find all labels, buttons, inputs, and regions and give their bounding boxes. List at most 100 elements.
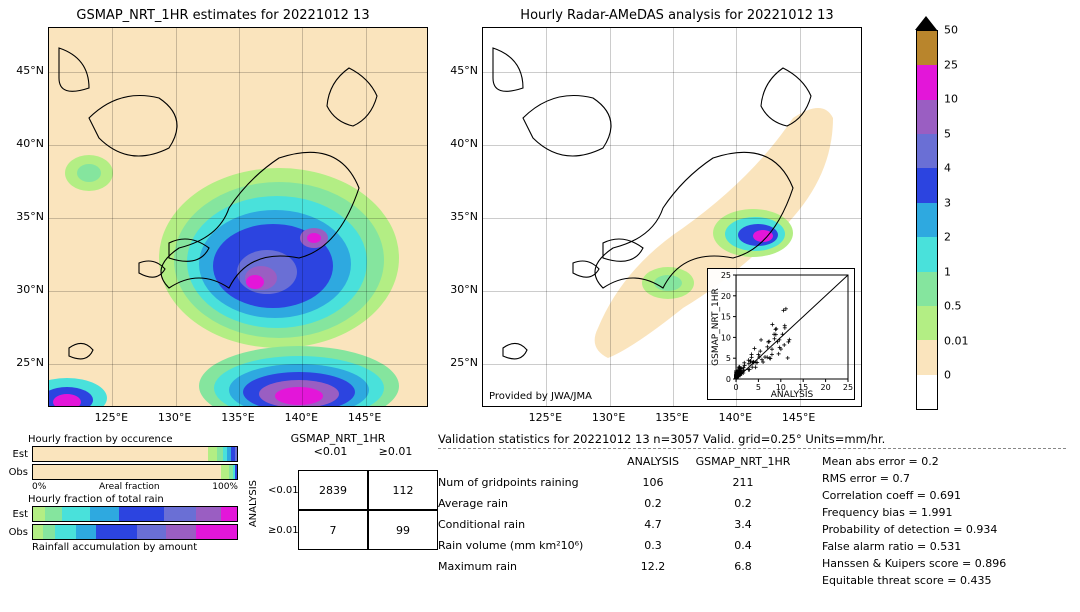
colorbar-tick-label: 0.01 xyxy=(944,334,969,347)
stats-row-label: Average rain xyxy=(438,497,618,510)
stats-row-v1: 4.7 xyxy=(618,518,688,531)
fraction-segment xyxy=(235,447,237,461)
fraction-rain-footer: Rainfall accumulation by amount xyxy=(32,542,238,553)
stats-row-v2: 6.8 xyxy=(688,560,798,573)
fraction-occ-axis: 0% Areal fraction 100% xyxy=(32,482,238,492)
ytick-label: 25°N xyxy=(10,356,44,369)
stats-row-v1: 0.2 xyxy=(618,497,688,510)
ytick-label: 45°N xyxy=(444,64,478,77)
fraction-segment xyxy=(45,507,61,521)
fraction-bar xyxy=(32,464,238,480)
colorbar-tick-label: 0.5 xyxy=(944,300,962,313)
axis-mid: Areal fraction xyxy=(99,482,160,492)
stats-row: Rain volume (mm km²10⁶)0.30.4 xyxy=(438,539,798,552)
ytick-label: 40°N xyxy=(444,137,478,150)
svg-text:5: 5 xyxy=(726,354,731,363)
svg-text:5: 5 xyxy=(756,383,761,392)
fraction-rain-rows: Est Obs xyxy=(8,506,238,540)
colorbar-segment xyxy=(917,203,937,237)
fraction-row: Obs xyxy=(8,524,238,540)
conf-cell-01: 112 xyxy=(368,470,438,510)
svg-text:20: 20 xyxy=(721,292,731,301)
ytick-label: 45°N xyxy=(10,64,44,77)
fraction-segment xyxy=(76,525,96,539)
fraction-panels: Hourly fraction by occurence Est Obs 0% A… xyxy=(8,432,238,554)
gsmap-map-box xyxy=(48,27,428,407)
metric-row: Frequency bias = 1.991 xyxy=(822,506,1006,519)
svg-text:25: 25 xyxy=(843,383,853,392)
stats-row-label: Num of gridpoints raining xyxy=(438,476,618,489)
conf-col-ge: ≥0.01 xyxy=(363,445,428,458)
stats-metrics: Mean abs error = 0.2RMS error = 0.7Corre… xyxy=(822,455,1006,591)
ytick-label: 30°N xyxy=(10,283,44,296)
ytick-label: 40°N xyxy=(10,137,44,150)
radar-map-panel: Hourly Radar-AMeDAS analysis for 2022101… xyxy=(442,8,912,428)
stats-row-label: Rain volume (mm km²10⁶) xyxy=(438,539,618,552)
metric-row: False alarm ratio = 0.531 xyxy=(822,540,1006,553)
colorbar-tick-label: 25 xyxy=(944,58,958,71)
fraction-occ-title: Hourly fraction by occurence xyxy=(28,434,238,445)
confusion-title: GSMAP_NRT_1HR xyxy=(248,432,428,445)
svg-text:10: 10 xyxy=(721,333,731,342)
stats-row-v2: 0.2 xyxy=(688,497,798,510)
conf-col-lt: <0.01 xyxy=(298,445,363,458)
xtick-label: 130°E xyxy=(589,411,629,424)
colorbar-segment xyxy=(917,272,937,306)
colorbar-tick-label: 0 xyxy=(944,369,951,382)
colorbar-tick-label: 4 xyxy=(944,162,951,175)
xtick-label: 125°E xyxy=(525,411,565,424)
fraction-segment xyxy=(221,507,237,521)
conf-cell-00: 2839 xyxy=(298,470,368,510)
scatter-plot: 00551010151520202525 ANALYSIS GSMAP_NRT_… xyxy=(708,269,856,401)
colorbar-tick-label: 10 xyxy=(944,93,958,106)
fraction-bar xyxy=(32,506,238,522)
stats-row-v1: 0.3 xyxy=(618,539,688,552)
gsmap-map-panel: GSMAP_NRT_1HR estimates for 20221012 13 xyxy=(8,8,438,428)
ytick-label: 30°N xyxy=(444,283,478,296)
xtick-label: 130°E xyxy=(155,411,195,424)
colorbar-segment xyxy=(917,340,937,374)
fraction-segment xyxy=(235,465,237,479)
fraction-segment xyxy=(33,465,221,479)
fraction-row: Est xyxy=(8,506,238,522)
stats-row-v1: 106 xyxy=(618,476,688,489)
svg-text:20: 20 xyxy=(821,383,831,392)
stats-table-header: ANALYSIS GSMAP_NRT_1HR xyxy=(438,455,798,468)
fraction-row-label: Obs xyxy=(8,467,32,478)
stats-row-v2: 3.4 xyxy=(688,518,798,531)
fraction-rain-title: Hourly fraction of total rain xyxy=(28,494,238,505)
xtick-label: 145°E xyxy=(779,411,819,424)
fraction-occ-rows: EstObs xyxy=(8,446,238,480)
colorbar-tick-label: 3 xyxy=(944,196,951,209)
stats-row: Average rain0.20.2 xyxy=(438,497,798,510)
metric-row: Correlation coeff = 0.691 xyxy=(822,489,1006,502)
fraction-segment xyxy=(119,507,164,521)
radar-map-box: Provided by JWA/JMA 00551010151520202525… xyxy=(482,27,862,407)
xtick-label: 145°E xyxy=(345,411,385,424)
fraction-segment xyxy=(166,525,197,539)
stats-table: ANALYSIS GSMAP_NRT_1HR Num of gridpoints… xyxy=(438,455,798,591)
colorbar-segment xyxy=(917,100,937,134)
conf-row-ge: ≥0.01 xyxy=(268,525,298,536)
fraction-row-label: Est xyxy=(8,509,32,520)
fraction-bar xyxy=(32,524,238,540)
colorbar-segment xyxy=(917,134,937,168)
stats-divider xyxy=(438,448,1066,449)
conf-cell-11: 99 xyxy=(368,510,438,550)
fraction-segment xyxy=(43,525,55,539)
stats-title: Validation statistics for 20221012 13 n=… xyxy=(438,432,1066,446)
fraction-segment xyxy=(33,507,45,521)
gsmap-map-title: GSMAP_NRT_1HR estimates for 20221012 13 xyxy=(8,8,438,23)
colorbar-tick-label: 1 xyxy=(944,265,951,278)
fraction-segment xyxy=(90,507,119,521)
confusion-ylabel: ANALYSIS xyxy=(248,480,268,527)
svg-text:25: 25 xyxy=(721,271,731,280)
colorbar-tick-label: 5 xyxy=(944,127,951,140)
colorbar-tick-label: 2 xyxy=(944,231,951,244)
xtick-label: 135°E xyxy=(652,411,692,424)
conf-cell-10: 7 xyxy=(298,510,368,550)
provided-by-label: Provided by JWA/JMA xyxy=(489,391,592,402)
metric-row: Probability of detection = 0.934 xyxy=(822,523,1006,536)
stats-row-label: Maximum rain xyxy=(438,560,618,573)
ytick-label: 25°N xyxy=(444,356,478,369)
